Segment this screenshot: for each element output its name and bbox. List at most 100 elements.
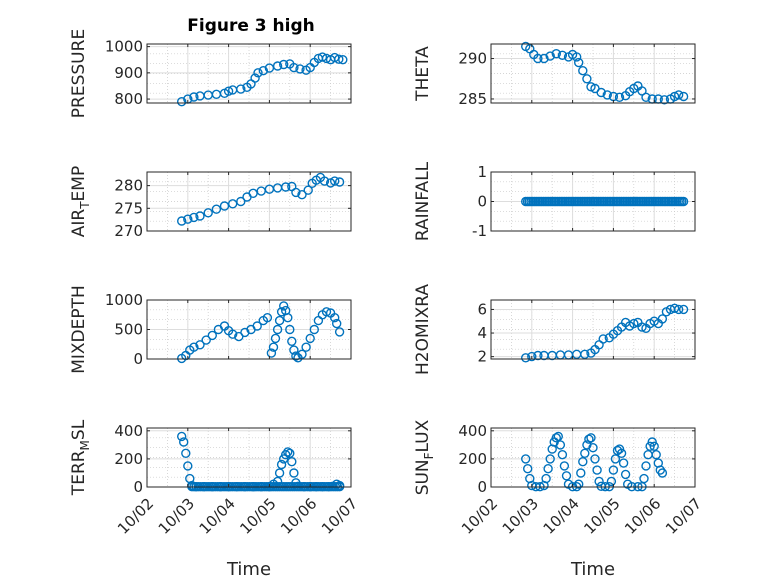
data-point <box>295 64 305 74</box>
y-tick-label: 280 <box>114 177 143 195</box>
subplot-3: 270 275 280 AIRTEMP <box>69 166 352 240</box>
data-point <box>678 196 689 207</box>
data-point <box>183 461 193 471</box>
data-point <box>582 74 592 84</box>
data-point <box>236 84 246 94</box>
data-point <box>545 454 555 464</box>
axes-box <box>490 299 696 360</box>
data-point <box>201 335 211 345</box>
y-tick-label: 0 <box>477 193 487 211</box>
data-point <box>606 476 617 487</box>
data-point <box>641 92 651 103</box>
data-point <box>178 437 189 447</box>
data-point <box>176 216 187 226</box>
data-point <box>559 461 570 471</box>
data-point <box>258 65 268 76</box>
data-point <box>268 342 279 352</box>
data-point <box>616 448 627 458</box>
data-point <box>592 465 602 475</box>
data-point <box>641 461 651 471</box>
data-point <box>189 212 199 223</box>
y-tick-label: 900 <box>114 64 143 82</box>
data-point <box>272 61 283 71</box>
data-point <box>227 329 238 339</box>
data-point <box>274 315 285 326</box>
data-point <box>250 73 260 83</box>
subplot-6: 2 4 6 H2OMIXRA <box>413 284 696 375</box>
data-point <box>541 473 551 484</box>
data-point <box>297 189 307 200</box>
data-point <box>281 450 291 460</box>
data-point <box>543 464 553 474</box>
data-point <box>281 182 291 192</box>
data-point <box>317 52 328 62</box>
y-axis-label: TERRMSL <box>69 419 92 496</box>
data-point <box>580 448 590 458</box>
data-point <box>594 476 604 487</box>
data-point <box>176 96 187 107</box>
data-point <box>574 479 584 489</box>
data-point <box>279 301 289 311</box>
data-point <box>551 49 561 59</box>
y-tick-label: 270 <box>114 222 143 240</box>
axes-box <box>490 43 696 104</box>
data-point <box>572 52 582 62</box>
data-point <box>539 53 549 64</box>
data-point <box>557 450 568 460</box>
data-point <box>639 473 649 484</box>
y-label-subscript: M <box>78 440 92 450</box>
data-point <box>584 434 594 444</box>
data-point <box>266 348 277 358</box>
data-point <box>330 176 340 186</box>
x-axis-label: Time <box>226 559 271 580</box>
data-point <box>555 440 566 450</box>
data-point <box>301 342 311 352</box>
data-point <box>614 92 625 103</box>
y-label-subscript: T <box>78 201 92 210</box>
data-point <box>189 342 199 352</box>
data-point <box>545 51 555 61</box>
y-tick-label: 1000 <box>105 291 143 309</box>
data-point <box>678 91 689 102</box>
y-tick-label: 400 <box>114 422 143 440</box>
data-point <box>287 457 297 467</box>
axes-box <box>146 43 352 104</box>
data-point <box>590 454 600 464</box>
data-point <box>291 351 301 361</box>
data-point <box>289 62 299 73</box>
y-tick-label: 500 <box>114 321 143 339</box>
data-point <box>181 448 191 458</box>
data-point <box>659 95 670 105</box>
subplot-8: 020040010/0210/0310/0410/0510/0610/07Tim… <box>413 419 705 580</box>
y-tick-label: -1 <box>472 222 487 240</box>
data-point <box>580 349 590 359</box>
y-tick-label: 200 <box>114 450 143 468</box>
subplot-4: -1 0 1 RAINFALL <box>413 161 696 241</box>
subplot-5: 0 500 1000 MIXDEPTH <box>69 285 352 374</box>
data-point <box>521 353 531 363</box>
data-point <box>637 322 647 332</box>
x-axis-label: Time <box>570 559 615 580</box>
data-point <box>598 334 608 344</box>
data-point <box>576 468 586 478</box>
data-point <box>561 471 572 481</box>
y-tick-label: 4 <box>477 324 487 342</box>
data-point <box>274 468 285 478</box>
data-point <box>669 91 680 102</box>
y-tick-label: 0 <box>477 478 487 496</box>
data-point <box>334 327 345 337</box>
data-point <box>645 441 655 451</box>
data-point <box>321 307 332 317</box>
data-point <box>657 468 668 478</box>
data-point <box>183 214 193 224</box>
data-point <box>279 59 289 70</box>
data-point <box>219 201 230 211</box>
data-point <box>189 92 199 102</box>
data-point <box>674 90 684 100</box>
data-point <box>203 208 213 218</box>
data-point <box>195 211 205 221</box>
y-label-main: TERR <box>69 450 89 496</box>
axes-box <box>490 427 696 488</box>
